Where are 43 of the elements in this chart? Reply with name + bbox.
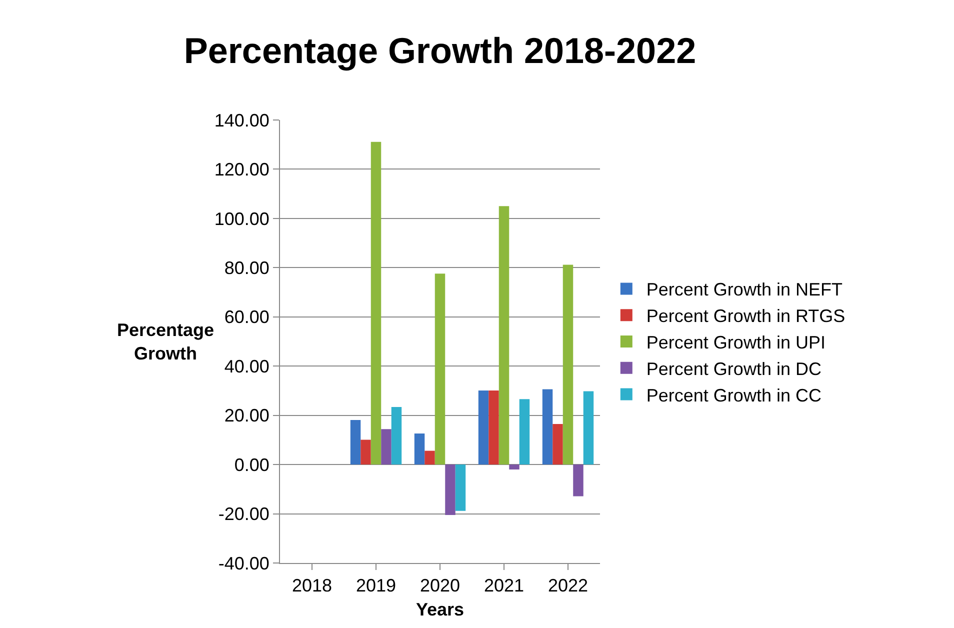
bar — [350, 420, 361, 465]
bar — [562, 264, 574, 465]
bar — [498, 206, 510, 465]
bar — [552, 424, 563, 465]
y-tick-label: -40.00 — [218, 553, 270, 574]
y-tick-label: 40.00 — [224, 356, 270, 376]
bar — [414, 434, 425, 465]
x-axis-title: Years — [416, 600, 464, 620]
legend-label: Percent Growth in CC — [646, 385, 822, 406]
x-tick-label: 2019 — [356, 576, 396, 596]
bar — [488, 390, 499, 465]
bar — [573, 464, 584, 496]
legend-label: Percent Growth in NEFT — [646, 280, 842, 300]
bar — [583, 391, 594, 465]
y-tick-label: 140.00 — [214, 110, 270, 130]
chart-title: Percentage Growth 2018-2022 — [184, 30, 696, 71]
bar — [455, 464, 466, 511]
bar — [424, 450, 435, 465]
legend-label: Percent Growth in RTGS — [646, 306, 846, 326]
bar — [542, 389, 553, 465]
y-tick-label: -20.00 — [218, 504, 270, 524]
x-tick-label: 2020 — [420, 576, 460, 596]
y-tick-label: 0.00 — [234, 454, 270, 475]
y-tick-label: 20.00 — [224, 406, 270, 426]
bar — [478, 390, 489, 465]
y-tick-label: 120.00 — [214, 160, 270, 180]
x-tick-label: 2022 — [548, 576, 588, 596]
y-tick-label: 80.00 — [224, 258, 270, 278]
bar — [391, 406, 402, 465]
bar — [360, 440, 371, 465]
bar — [370, 142, 382, 465]
y-tick-label: 100.00 — [214, 208, 270, 229]
legend-label: Percent Growth in UPI — [646, 332, 826, 353]
x-tick-label: 2018 — [292, 576, 332, 596]
x-tick-label: 2021 — [484, 576, 524, 596]
y-axis-title: Percentage Growth — [117, 320, 214, 364]
legend-label: Percent Growth in DC — [646, 358, 822, 379]
bar — [445, 464, 456, 516]
y-tick-label: 60.00 — [224, 307, 270, 328]
bar — [519, 399, 530, 465]
bar — [509, 464, 520, 470]
bar — [381, 429, 392, 465]
bar — [434, 274, 446, 465]
